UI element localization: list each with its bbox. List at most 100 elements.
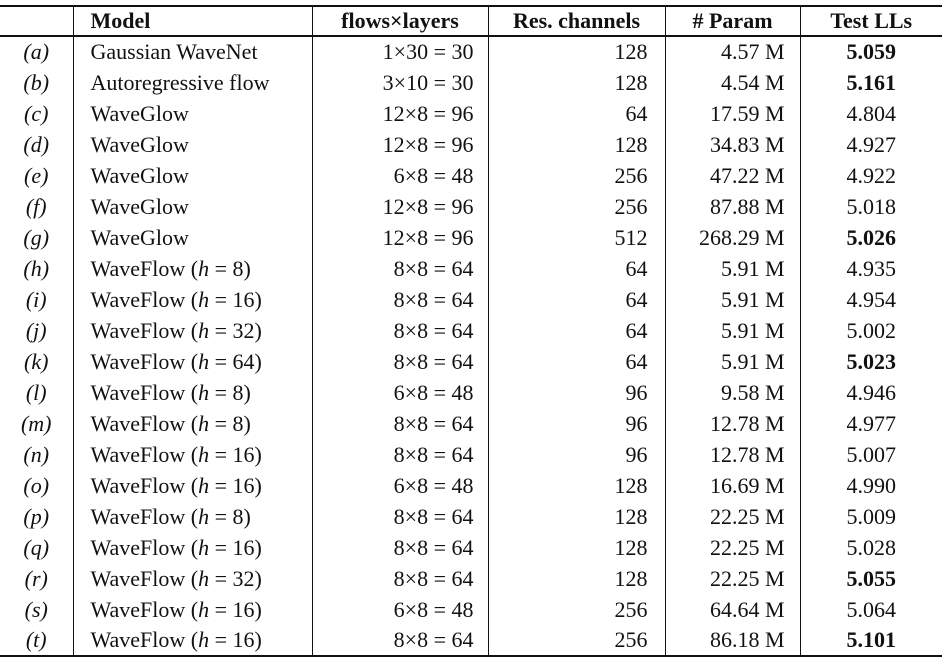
table-row: (l) WaveFlow (h = 8) 6×8 = 48 96 9.58 M … [0,377,942,408]
row-index-cell: (k) [0,346,74,377]
test-ll-cell: 5.023 [846,348,897,374]
model-name: Autoregressive flow [90,69,270,95]
param-cell: 22.25 M [665,563,801,594]
header-flows-layers: flows×layers [312,6,489,37]
model-name-suffix: = 16) [209,441,262,467]
model-cell: WaveGlow [73,222,313,253]
test-ll-cell: 4.954 [846,286,897,312]
table-row: (q) WaveFlow (h = 16) 8×8 = 64 128 22.25… [0,532,942,563]
model-name: WaveFlow ( [90,627,199,652]
model-cell: Gaussian WaveNet [73,36,313,67]
model-cell: WaveFlow (h = 32) [73,563,313,594]
param-cell: 17.59 M [665,98,801,129]
test-ll-cell: 4.922 [846,162,897,188]
test-ll-cell: 5.101 [846,627,897,652]
table-row: (f) WaveGlow 12×8 = 96 256 87.88 M 5.018 [0,191,942,222]
model-cell: WaveFlow (h = 16) [73,594,313,625]
param-cell: 268.29 M [665,222,801,253]
model-name: WaveFlow ( [90,348,199,374]
model-name-suffix: = 8) [209,503,251,529]
row-index-cell: (r) [0,563,74,594]
model-cell: WaveGlow [73,191,313,222]
flows-layers-cell: 6×8 = 48 [312,377,489,408]
model-name: WaveFlow ( [90,441,199,467]
param-cell: 47.22 M [665,160,801,191]
test-ll-cell: 5.018 [846,193,897,219]
row-index-cell: (d) [0,129,74,160]
row-index-cell: (o) [0,470,74,501]
row-index-cell: (a) [0,36,74,67]
param-cell: 22.25 M [665,501,801,532]
model-cell: WaveFlow (h = 16) [73,439,313,470]
table-row: (m) WaveFlow (h = 8) 8×8 = 64 96 12.78 M… [0,408,942,439]
res-channels-cell: 512 [488,222,666,253]
header-num-param: # Param [665,6,801,37]
res-channels-cell: 128 [488,36,666,67]
model-h-variable: h [198,627,210,652]
table-row: (a) Gaussian WaveNet 1×30 = 30 128 4.57 … [0,36,942,67]
model-name: WaveFlow ( [90,255,199,281]
param-cell: 12.78 M [665,408,801,439]
model-name: WaveFlow ( [90,379,199,405]
model-name: WaveGlow [90,162,189,188]
model-h-variable: h [198,534,210,560]
table-row: (r) WaveFlow (h = 32) 8×8 = 64 128 22.25… [0,563,942,594]
row-index-cell: (n) [0,439,74,470]
flows-layers-cell: 8×8 = 64 [312,439,489,470]
table-row: (o) WaveFlow (h = 16) 6×8 = 48 128 16.69… [0,470,942,501]
table-row: (i) WaveFlow (h = 16) 8×8 = 64 64 5.91 M… [0,284,942,315]
table-row: (p) WaveFlow (h = 8) 8×8 = 64 128 22.25 … [0,501,942,532]
param-cell: 9.58 M [665,377,801,408]
res-channels-cell: 64 [488,284,666,315]
row-index-cell: (b) [0,67,74,98]
flows-layers-cell: 8×8 = 64 [312,625,489,656]
row-index-cell: (i) [0,284,74,315]
table-header: Model flows×layers Res. channels # Param… [0,6,942,37]
test-ll-cell: 5.055 [846,565,897,591]
model-cell: Autoregressive flow [73,67,313,98]
res-channels-cell: 64 [488,98,666,129]
model-name-suffix: = 64) [209,348,262,374]
row-index-cell: (g) [0,222,74,253]
flows-layers-cell: 12×8 = 96 [312,222,489,253]
flows-layers-cell: 3×10 = 30 [312,67,489,98]
model-name: WaveFlow ( [90,503,199,529]
test-ll-cell: 5.028 [846,534,897,560]
row-index-cell: (j) [0,315,74,346]
test-ll-cell: 4.946 [846,379,897,405]
param-cell: 87.88 M [665,191,801,222]
flows-layers-cell: 8×8 = 64 [312,563,489,594]
model-name-suffix: = 16) [209,534,262,560]
table-row: (h) WaveFlow (h = 8) 8×8 = 64 64 5.91 M … [0,253,942,284]
model-cell: WaveGlow [73,160,313,191]
param-cell: 16.69 M [665,470,801,501]
param-cell: 5.91 M [665,346,801,377]
res-channels-cell: 128 [488,129,666,160]
model-name-suffix: = 8) [209,379,251,405]
model-h-variable: h [198,317,210,343]
model-name: WaveFlow ( [90,317,199,343]
model-name-suffix: = 16) [209,627,262,652]
model-name: WaveFlow ( [90,596,199,622]
test-ll-cell: 4.990 [846,472,897,498]
model-cell: WaveGlow [73,129,313,160]
test-ll-cell: 5.059 [846,39,897,64]
header-row: Model flows×layers Res. channels # Param… [0,6,942,37]
res-channels-cell: 64 [488,253,666,284]
model-name: WaveGlow [90,131,189,157]
model-name-suffix: = 16) [209,596,262,622]
test-ll-cell: 5.007 [846,441,897,467]
param-cell: 34.83 M [665,129,801,160]
row-index-cell: (p) [0,501,74,532]
test-ll-cell: 4.804 [846,100,897,126]
param-cell: 86.18 M [665,625,801,656]
flows-layers-cell: 8×8 = 64 [312,501,489,532]
model-cell: WaveFlow (h = 16) [73,284,313,315]
table-row: (c) WaveGlow 12×8 = 96 64 17.59 M 4.804 [0,98,942,129]
res-channels-cell: 256 [488,160,666,191]
model-name: WaveGlow [90,224,189,250]
flows-layers-cell: 8×8 = 64 [312,346,489,377]
row-index-cell: (s) [0,594,74,625]
table-row: (t) WaveFlow (h = 16) 8×8 = 64 256 86.18… [0,625,942,656]
